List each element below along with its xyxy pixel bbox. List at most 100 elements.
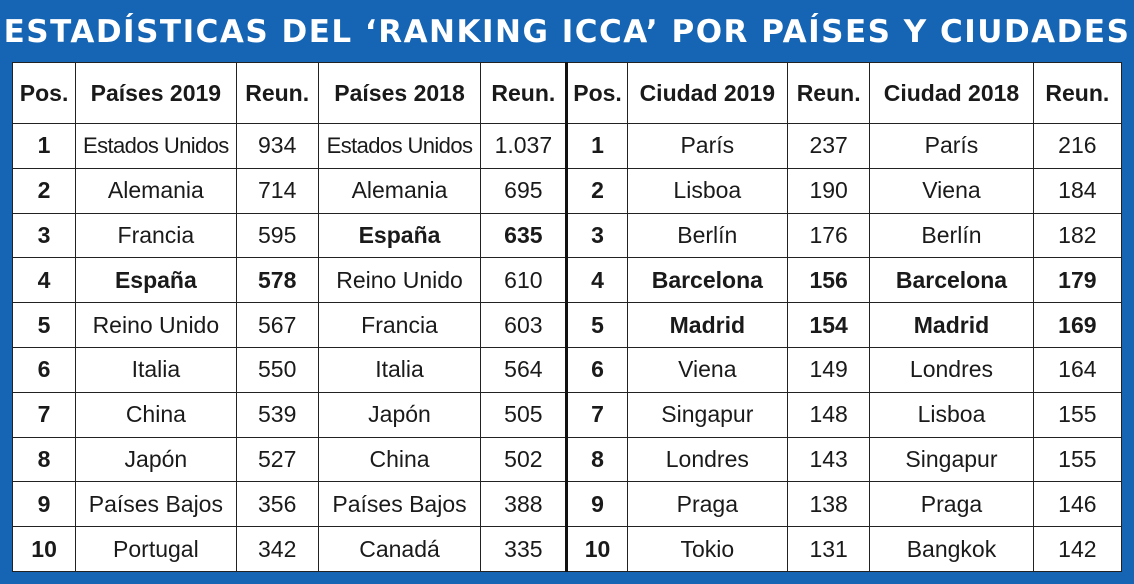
city-2018-cell: Berlín: [869, 212, 1034, 259]
city-2018-cell: París: [869, 123, 1034, 169]
pos-city-cell: 8: [565, 436, 628, 483]
reun-country-2018-cell: 502: [480, 436, 568, 483]
reun-city-2018-cell: 184: [1032, 167, 1123, 214]
reun-country-2019-cell: 342: [235, 526, 319, 572]
table-row: 5 Reino Unido 567 Francia 603 5 Madrid 154 Madri…: [11, 302, 1123, 348]
reun-country-2018-cell: 388: [480, 481, 568, 528]
reun-city-2018-cell: 182: [1032, 212, 1123, 259]
city-2018-cell: Praga: [869, 481, 1034, 528]
table-row: 8 Japón 527 China 502 8 Londres 143 Singapur 155: [11, 436, 1123, 483]
header-reun-cities-2019: Reun.: [787, 62, 871, 124]
reun-city-2018-cell: 179: [1032, 257, 1123, 304]
country-2019-cell: China: [75, 391, 237, 438]
reun-country-2019-cell: 550: [235, 346, 319, 393]
reun-city-2018-cell: 169: [1032, 302, 1123, 348]
city-2019-cell: Lisboa: [626, 167, 789, 214]
pos-cell: 4: [11, 257, 77, 304]
table-row: 9 Países Bajos 356 Países Bajos 388 9 Praga 138…: [11, 481, 1123, 528]
city-2019-cell: Berlín: [626, 212, 789, 259]
reun-country-2019-cell: 714: [235, 167, 319, 214]
pos-city-cell: 1: [565, 123, 628, 169]
city-2018-cell: Bangkok: [869, 526, 1034, 572]
reun-city-2018-cell: 155: [1032, 391, 1123, 438]
pos-city-cell: 9: [565, 481, 628, 528]
pos-city-cell: 4: [565, 257, 628, 304]
pos-cell: 5: [11, 302, 77, 348]
reun-city-2019-cell: 148: [787, 391, 871, 438]
table-row: 1 Estados Unidos 934 Estados Unidos 1.037 1 Pa…: [11, 123, 1123, 169]
pos-cell: 2: [11, 167, 77, 214]
header-cities-2019: Ciudad 2019: [626, 62, 789, 124]
header-reun-cities-2018: Reun.: [1032, 62, 1123, 124]
pos-city-cell: 7: [565, 391, 628, 438]
reun-country-2019-cell: 356: [235, 481, 319, 528]
reun-city-2019-cell: 143: [787, 436, 871, 483]
header-cities-2018: Ciudad 2018: [869, 62, 1034, 124]
country-2019-cell: Países Bajos: [75, 481, 237, 528]
city-2019-cell: París: [626, 123, 789, 169]
table-row: 3 Francia 595 España 635 3 Berlín 176 Berlín 182: [11, 212, 1123, 259]
city-2018-cell: Lisboa: [869, 391, 1034, 438]
reun-city-2018-cell: 216: [1032, 123, 1123, 169]
pos-city-cell: 5: [565, 302, 628, 348]
reun-city-2019-cell: 156: [787, 257, 871, 304]
reun-city-2019-cell: 176: [787, 212, 871, 259]
reun-country-2018-cell: 505: [480, 391, 568, 438]
reun-country-2019-cell: 595: [235, 212, 319, 259]
reun-city-2019-cell: 149: [787, 346, 871, 393]
city-2019-cell: Singapur: [626, 391, 789, 438]
pos-cell: 8: [11, 436, 77, 483]
reun-country-2018-cell: 610: [480, 257, 568, 304]
city-2019-cell: Madrid: [626, 302, 789, 348]
reun-country-2019-cell: 934: [235, 123, 319, 169]
city-2018-cell: Madrid: [869, 302, 1034, 348]
ranking-table: Pos. Países 2019 Reun. Países 2018 Reun.…: [11, 62, 1123, 572]
reun-city-2019-cell: 237: [787, 123, 871, 169]
country-2019-cell: Estados Unidos: [75, 123, 237, 169]
country-2019-cell: Italia: [75, 346, 237, 393]
city-2019-cell: Londres: [626, 436, 789, 483]
reun-city-2018-cell: 164: [1032, 346, 1123, 393]
country-2019-cell: Japón: [75, 436, 237, 483]
reun-city-2019-cell: 190: [787, 167, 871, 214]
country-2019-cell: España: [75, 257, 237, 304]
city-2019-cell: Praga: [626, 481, 789, 528]
table-row: 6 Italia 550 Italia 564 6 Viena 149 Londres 164: [11, 346, 1123, 393]
reun-city-2018-cell: 142: [1032, 526, 1123, 572]
pos-cell: 9: [11, 481, 77, 528]
city-2018-cell: Viena: [869, 167, 1034, 214]
reun-country-2019-cell: 539: [235, 391, 319, 438]
reun-country-2018-cell: 335: [480, 526, 568, 572]
reun-country-2018-cell: 635: [480, 212, 568, 259]
pos-city-cell: 6: [565, 346, 628, 393]
reun-city-2018-cell: 146: [1032, 481, 1123, 528]
table-row: 4 España 578 Reino Unido 610 4 Barcelona 156 Bar…: [11, 257, 1123, 304]
country-2018-cell: Estados Unidos: [317, 123, 482, 169]
page-title: ESTADÍSTICAS DEL ‘RANKING ICCA’ POR PAÍS…: [3, 14, 1131, 50]
country-2018-cell: Países Bajos: [317, 481, 482, 528]
header-row: Pos. Países 2019 Reun. Países 2018 Reun.…: [11, 62, 1123, 124]
reun-city-2019-cell: 154: [787, 302, 871, 348]
country-2018-cell: Italia: [317, 346, 482, 393]
country-2018-cell: España: [317, 212, 482, 259]
pos-cell: 10: [11, 526, 77, 572]
pos-city-cell: 2: [565, 167, 628, 214]
country-2018-cell: Francia: [317, 302, 482, 348]
pos-cell: 3: [11, 212, 77, 259]
pos-city-cell: 10: [565, 526, 628, 572]
header-pos: Pos.: [11, 62, 77, 124]
reun-country-2018-cell: 695: [480, 167, 568, 214]
table-body: 1 Estados Unidos 934 Estados Unidos 1.037 1 Pa…: [11, 123, 1123, 572]
pos-cell: 1: [11, 123, 77, 169]
table-row: 10 Portugal 342 Canadá 335 10 Tokio 131 Bangkok 1…: [11, 526, 1123, 572]
city-2018-cell: Barcelona: [869, 257, 1034, 304]
reun-country-2019-cell: 567: [235, 302, 319, 348]
country-2018-cell: Alemania: [317, 167, 482, 214]
table-row: 2 Alemania 714 Alemania 695 2 Lisboa 190 Viena 18…: [11, 167, 1123, 214]
reun-country-2018-cell: 603: [480, 302, 568, 348]
country-2018-cell: Canadá: [317, 526, 482, 572]
reun-city-2019-cell: 131: [787, 526, 871, 572]
country-2019-cell: Reino Unido: [75, 302, 237, 348]
pos-city-cell: 3: [565, 212, 628, 259]
